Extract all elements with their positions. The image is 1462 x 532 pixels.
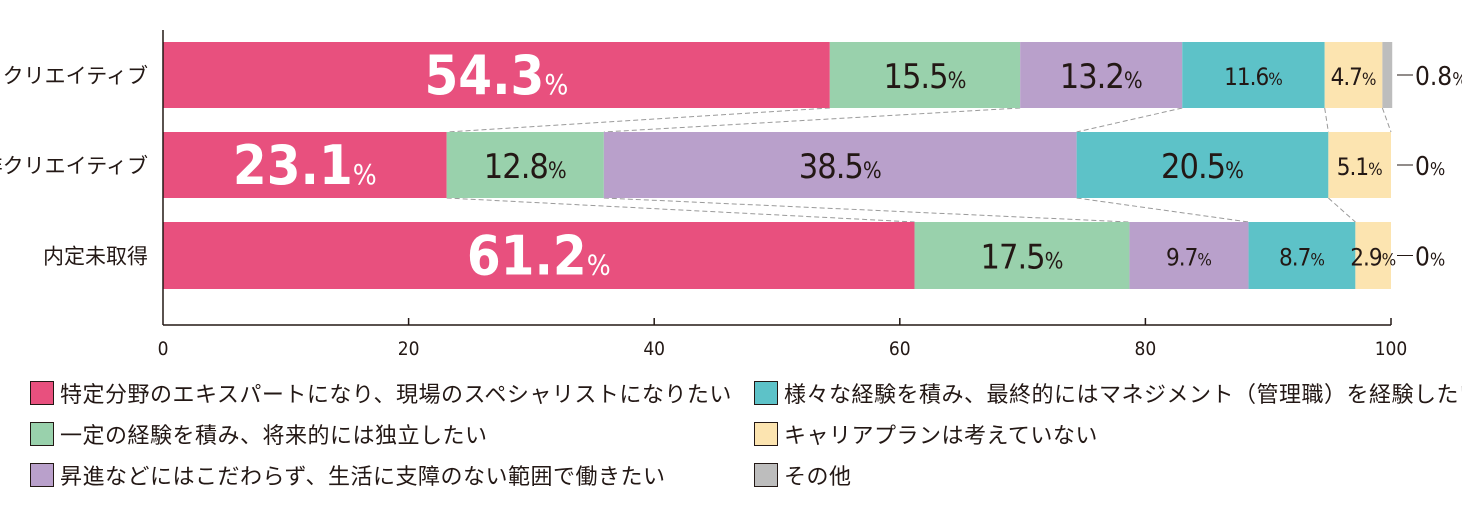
x-tick-label: 60 — [889, 338, 911, 360]
bar-segment — [1248, 222, 1356, 289]
connector-line — [1324, 107, 1329, 133]
data-label-large: 61.2% — [467, 225, 611, 288]
bar-segment — [446, 132, 604, 198]
data-label: 11.6% — [1224, 63, 1283, 91]
data-label-large: 54.3% — [424, 44, 568, 107]
connector-line — [1381, 107, 1392, 133]
data-label: 12.8% — [484, 147, 567, 187]
bar-segment — [914, 222, 1130, 289]
connector-line — [446, 107, 830, 133]
data-label-callout: 0.8% — [1415, 62, 1462, 92]
bar-segment — [1182, 42, 1325, 108]
data-label: 15.5% — [884, 57, 967, 97]
data-label-large: 23.1% — [233, 134, 377, 197]
x-tick-label: 40 — [643, 338, 665, 360]
data-label: 17.5% — [981, 238, 1064, 278]
x-tick-label: 20 — [398, 338, 420, 360]
data-label: 9.7% — [1166, 244, 1212, 272]
data-label: 2.9% — [1350, 244, 1396, 272]
bar-segment — [1382, 42, 1393, 108]
category-label: クリエイティブ — [3, 64, 148, 88]
bar-segment — [1129, 222, 1249, 289]
bar-segment — [1328, 132, 1391, 198]
bar-segment — [163, 42, 830, 108]
connector-line — [1076, 197, 1249, 223]
data-label: 20.5% — [1161, 147, 1244, 187]
data-label-callout: 0% — [1415, 243, 1445, 273]
data-label: 38.5% — [799, 147, 882, 187]
bar-segment — [603, 132, 1077, 198]
data-label: 4.7% — [1331, 63, 1377, 91]
x-tick-label: 80 — [1135, 338, 1157, 360]
connector-line — [1076, 107, 1183, 133]
data-label-callout: 0% — [1415, 152, 1445, 182]
category-label: 内定未取得 — [43, 245, 148, 269]
data-label: 8.7% — [1279, 244, 1325, 272]
data-label: 13.2% — [1060, 57, 1143, 97]
category-label: 非クリエイティブ — [0, 154, 148, 178]
connector-line — [446, 197, 915, 223]
bar-segment — [163, 222, 915, 289]
connector-line — [1328, 197, 1356, 223]
connector-line — [603, 107, 1021, 133]
bar-segment — [163, 132, 447, 198]
bar-segment — [1020, 42, 1183, 108]
bar-segment — [1076, 132, 1329, 198]
bar-segment — [1355, 222, 1391, 289]
x-tick-label: 100 — [1375, 338, 1408, 360]
bar-segment — [1324, 42, 1383, 108]
x-tick-label: 0 — [158, 338, 169, 360]
data-label: 5.1% — [1337, 153, 1383, 181]
bar-segment — [829, 42, 1021, 108]
